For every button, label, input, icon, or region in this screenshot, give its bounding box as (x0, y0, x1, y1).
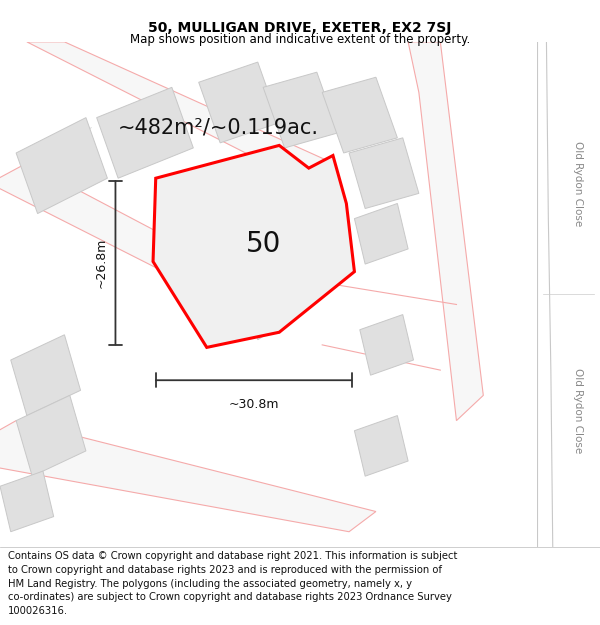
Text: ~26.8m: ~26.8m (94, 238, 107, 288)
Polygon shape (360, 314, 413, 375)
Text: HM Land Registry. The polygons (including the associated geometry, namely x, y: HM Land Registry. The polygons (includin… (8, 579, 412, 589)
Polygon shape (27, 42, 333, 178)
Polygon shape (0, 163, 295, 324)
Polygon shape (263, 72, 338, 148)
Text: ~30.8m: ~30.8m (229, 398, 279, 411)
Polygon shape (199, 62, 279, 143)
Polygon shape (236, 264, 290, 340)
Polygon shape (355, 204, 408, 264)
Polygon shape (16, 396, 86, 476)
Polygon shape (0, 421, 376, 532)
Text: 100026316.: 100026316. (8, 606, 68, 616)
Text: Map shows position and indicative extent of the property.: Map shows position and indicative extent… (130, 32, 470, 46)
Text: ~482m²/~0.119ac.: ~482m²/~0.119ac. (118, 118, 319, 138)
Polygon shape (153, 146, 355, 348)
Polygon shape (408, 42, 484, 421)
Polygon shape (322, 78, 397, 153)
Text: Old Rydon Close: Old Rydon Close (573, 368, 583, 453)
Polygon shape (97, 88, 193, 178)
Polygon shape (11, 335, 80, 416)
Polygon shape (355, 416, 408, 476)
Polygon shape (204, 183, 269, 284)
Text: to Crown copyright and database rights 2023 and is reproduced with the permissio: to Crown copyright and database rights 2… (8, 565, 442, 575)
Text: Contains OS data © Crown copyright and database right 2021. This information is : Contains OS data © Crown copyright and d… (8, 551, 457, 561)
Text: Old Rydon Close: Old Rydon Close (573, 141, 583, 226)
Text: 50: 50 (245, 230, 281, 258)
Polygon shape (349, 138, 419, 209)
Polygon shape (16, 118, 107, 214)
Text: 50, MULLIGAN DRIVE, EXETER, EX2 7SJ: 50, MULLIGAN DRIVE, EXETER, EX2 7SJ (148, 21, 452, 34)
Polygon shape (0, 471, 54, 532)
Text: co-ordinates) are subject to Crown copyright and database rights 2023 Ordnance S: co-ordinates) are subject to Crown copyr… (8, 592, 452, 602)
